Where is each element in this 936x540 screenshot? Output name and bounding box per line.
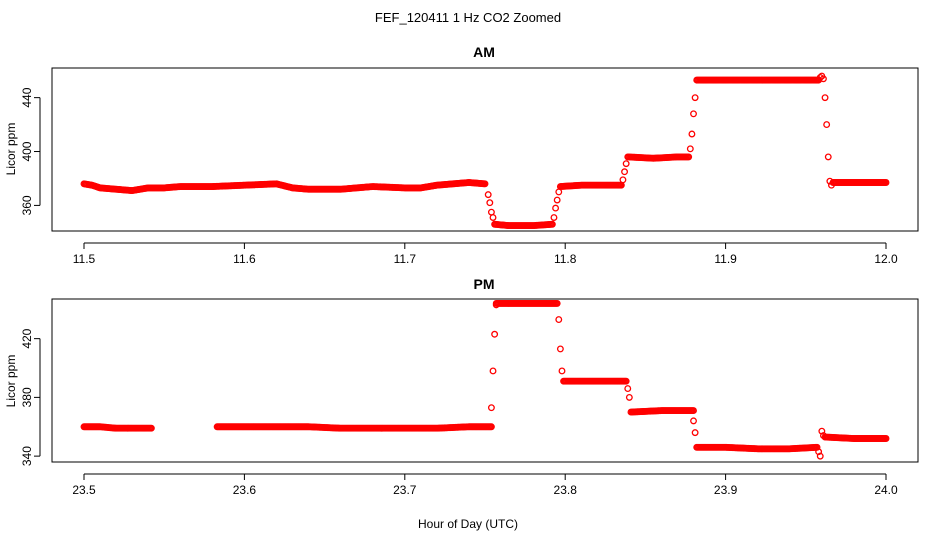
panel-am-data-point (548, 220, 556, 228)
panel-pm-y-tick-label: 340 (20, 446, 34, 466)
panel-am-data-point (486, 199, 494, 207)
panel-am-plot-frame (51, 67, 919, 232)
panel-pm-data-point (624, 385, 632, 393)
panel-pm-data-point (882, 435, 890, 442)
panel-pm-data-point (816, 452, 824, 460)
panel-pm-axes: 23.5 23.6 23.7 23.8 23.9 24.0 340 380 420 (20, 328, 898, 497)
panel-pm-data-point (813, 443, 821, 451)
panel-pm-x-tick-label: 23.7 (393, 483, 417, 497)
panel-am: AM Licor ppm 11.5 11.6 11.7 11.8 11.9 12.0 360… (4, 44, 919, 266)
panel-am-data-point (553, 196, 561, 204)
panel-am-x-tick-label: 11.5 (73, 252, 96, 266)
panel-am-x-tick-label: 11.7 (394, 252, 417, 266)
panel-pm-plot-frame (51, 298, 919, 463)
panel-am-data-point (816, 73, 824, 81)
panel-pm-data-point (487, 423, 495, 431)
panel-am-x-tick-label: 12.0 (874, 252, 898, 266)
chart-title: FEF_120411 1 Hz CO2 Zoomed (375, 10, 561, 25)
panel-pm-data-point (553, 299, 561, 307)
panel-am-points (80, 72, 890, 230)
panel-pm: PM Licor ppm 23.5 23.6 23.7 23.8 23.9 24.0 340… (4, 276, 919, 497)
panel-am-y-tick-label: 360 (20, 195, 34, 215)
panel-pm-data-point (147, 424, 155, 432)
panel-am-data-point (688, 130, 696, 138)
panel-pm-x-tick-label: 24.0 (874, 483, 898, 497)
panel-pm-data-point (622, 377, 630, 385)
panel-pm-data-point (690, 417, 697, 425)
panel-pm-data-point (815, 448, 823, 456)
panel-pm-data-point (491, 330, 499, 338)
panel-am-data-point (622, 160, 630, 168)
panel-am-data-point (882, 179, 890, 186)
panel-pm-x-tick-label: 23.5 (72, 483, 96, 497)
panel-am-data-point (823, 121, 831, 129)
panel-am-data-point (821, 94, 829, 102)
panel-am-x-tick-label: 11.9 (714, 252, 737, 266)
panel-pm-data-point (558, 367, 566, 375)
panel-pm-data-point (691, 429, 699, 437)
panel-pm-x-tick-label: 23.8 (554, 483, 578, 497)
panel-pm-data-point (690, 407, 697, 415)
panel-pm-x-tick-label: 23.6 (233, 483, 257, 497)
panel-pm-title: PM (474, 276, 495, 292)
panel-pm-data-point (555, 316, 563, 324)
panel-am-data-point (481, 180, 489, 188)
panel-am-data-point (686, 145, 694, 153)
panel-am-data-point (619, 176, 627, 184)
panel-pm-x-tick-label: 23.9 (714, 483, 738, 497)
panel-am-y-axis-label: Licor ppm (4, 123, 18, 176)
panel-am-data-point (484, 191, 492, 199)
panel-pm-data-point (818, 427, 826, 435)
panel-pm-y-axis-label: Licor ppm (4, 355, 18, 408)
panel-pm-points (80, 299, 890, 460)
x-axis-label: Hour of Day (UTC) (418, 517, 518, 531)
panel-am-title: AM (473, 44, 495, 60)
panel-pm-data-point (487, 404, 495, 412)
panel-am-data-point (489, 214, 497, 221)
panel-pm-data-point (556, 345, 564, 353)
panel-am-x-tick-label: 11.6 (233, 252, 256, 266)
panel-am-data-point (690, 110, 697, 118)
panel-pm-y-tick-label: 380 (20, 387, 34, 407)
panel-am-y-tick-label: 440 (20, 87, 34, 107)
panel-am-y-tick-label: 400 (20, 141, 34, 161)
panel-am-data-point (691, 94, 699, 102)
panel-am-axes: 11.5 11.6 11.7 11.8 11.9 12.0 360 400 440 (20, 87, 898, 266)
panel-pm-data-point (625, 393, 633, 401)
panel-pm-data-point (489, 367, 497, 375)
panel-am-data-point (621, 168, 628, 176)
panel-am-data-point (685, 153, 693, 161)
panel-am-data-point (552, 204, 560, 212)
panel-am-data-point (550, 214, 558, 221)
panel-am-data-point (824, 153, 832, 161)
panel-am-data-point (819, 75, 827, 83)
panel-am-x-tick-label: 11.8 (554, 252, 577, 266)
panel-pm-y-tick-label: 420 (20, 328, 34, 348)
